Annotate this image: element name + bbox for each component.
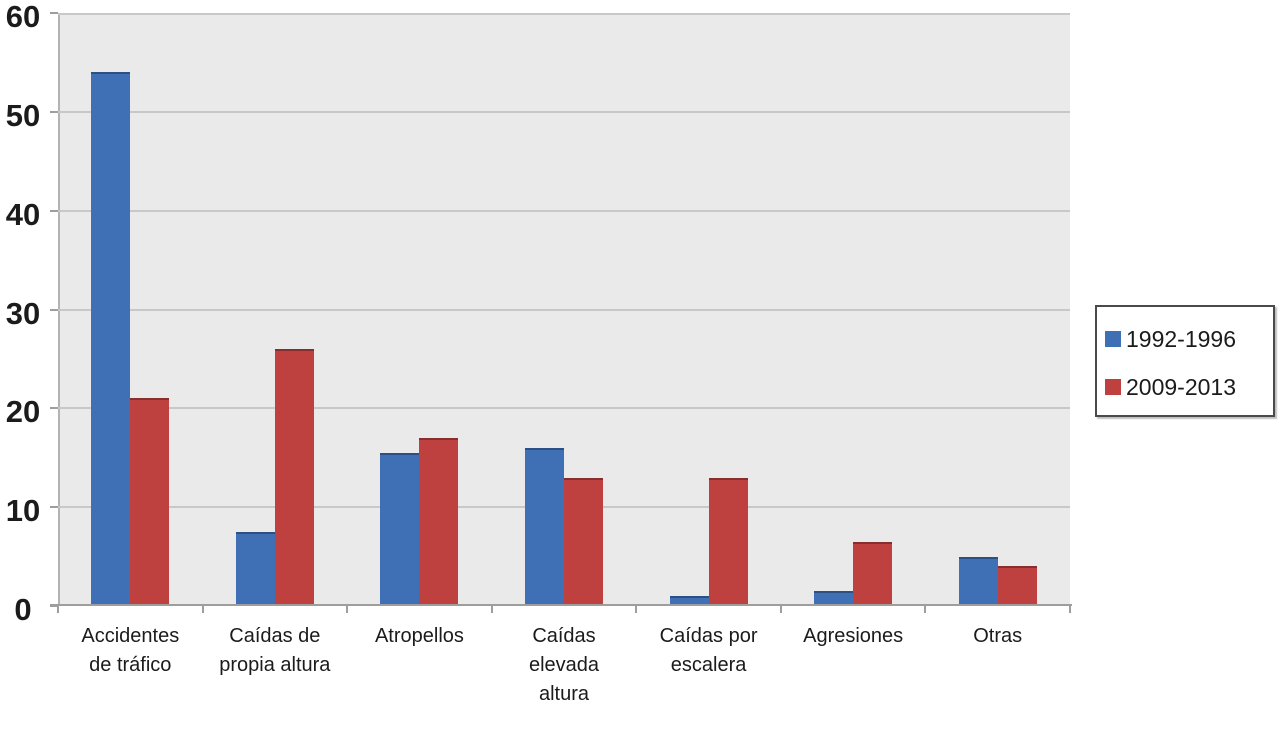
bar-group <box>91 72 170 606</box>
legend-label-series-2: 2009-2013 <box>1126 373 1236 400</box>
y-tick-mark <box>50 110 58 113</box>
x-tick-mark <box>201 606 204 613</box>
legend-swatch-series-2 <box>1105 379 1121 395</box>
x-axis-label: Caídas por escalera <box>659 625 758 676</box>
bar-1992-1996 <box>235 531 275 606</box>
x-axis-line <box>50 604 1072 606</box>
y-tick-mark <box>50 605 58 607</box>
y-tick-mark <box>50 407 58 410</box>
bar-group <box>958 556 1037 606</box>
x-axis-label: Atropellos <box>374 625 464 647</box>
y-tick-mark <box>50 308 58 311</box>
y-tick-label: 50 <box>5 97 41 133</box>
legend-swatch-series-1 <box>1105 331 1121 347</box>
bar-1992-1996 <box>91 72 131 606</box>
bar-group <box>235 349 314 606</box>
x-tick-mark <box>346 606 349 613</box>
bar-group <box>380 437 459 606</box>
x-axis-label: Caídas de propia altura <box>219 625 331 676</box>
x-tick-mark <box>779 606 782 613</box>
bar-group <box>814 541 893 606</box>
bar-2009-2013 <box>708 477 748 606</box>
y-tick-label: 30 <box>5 295 41 331</box>
x-tick-mark <box>924 606 927 613</box>
legend-item: 1992-1996 <box>1105 319 1265 359</box>
bar-group <box>525 447 603 606</box>
gridline <box>58 110 1070 113</box>
legend: 1992-1996 2009-2013 <box>1095 305 1275 417</box>
y-tick-mark <box>50 12 58 14</box>
gridline <box>58 209 1070 212</box>
x-tick-mark <box>490 606 493 613</box>
gridline <box>58 407 1070 410</box>
bar-1992-1996 <box>814 591 854 606</box>
gridline <box>58 13 1070 15</box>
bar-1992-1996 <box>380 452 420 606</box>
bar-1992-1996 <box>525 447 564 606</box>
x-tick-mark <box>57 606 59 613</box>
gridline <box>58 308 1070 311</box>
x-axis-label: Agresiones <box>803 625 904 647</box>
legend-item: 2009-2013 <box>1105 367 1265 407</box>
bar-2009-2013 <box>853 541 893 606</box>
x-axis-label: Accidentes de tráfico <box>81 625 180 676</box>
bar-2009-2013 <box>564 477 603 606</box>
x-axis-label: Caídas elevada altura <box>528 625 600 705</box>
bar-group <box>669 477 748 606</box>
bar-2009-2013 <box>274 349 314 606</box>
y-tick-label: 0 <box>14 592 32 627</box>
y-tick-label: 40 <box>5 196 41 232</box>
bar-1992-1996 <box>669 596 709 606</box>
y-tick-mark <box>50 209 58 212</box>
legend-label-series-1: 1992-1996 <box>1126 325 1236 352</box>
x-axis-label: Otras <box>973 625 1023 647</box>
bar-2009-2013 <box>130 398 170 606</box>
x-tick-mark <box>1069 606 1071 613</box>
y-tick-label: 60 <box>5 0 41 34</box>
y-tick-label: 10 <box>5 493 41 529</box>
bar-2009-2013 <box>419 437 459 606</box>
bar-1992-1996 <box>958 556 998 606</box>
plot-area <box>58 13 1070 606</box>
bar-2009-2013 <box>997 566 1037 606</box>
y-tick-label: 20 <box>5 394 41 430</box>
y-tick-mark <box>50 506 58 509</box>
x-tick-mark <box>635 606 638 613</box>
